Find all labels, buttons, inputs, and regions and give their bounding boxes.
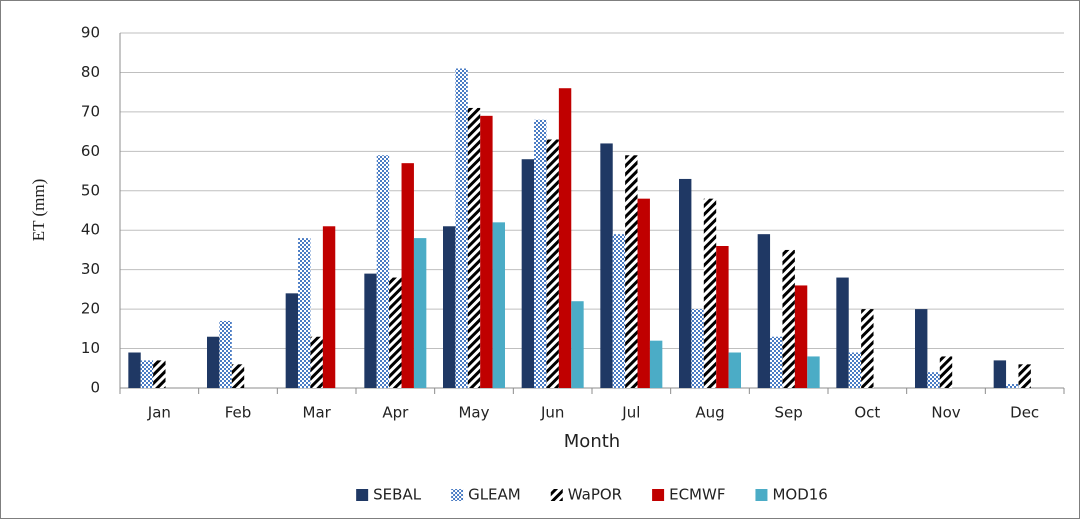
bar xyxy=(770,336,783,388)
y-tick-label: 0 xyxy=(90,379,100,397)
bar xyxy=(861,309,874,388)
x-tick-label: May xyxy=(458,404,489,422)
bar xyxy=(915,309,928,388)
x-tick-label: Feb xyxy=(225,404,252,422)
x-tick-label: Sep xyxy=(775,404,803,422)
bar xyxy=(492,222,505,388)
y-tick-label: 60 xyxy=(81,142,100,160)
legend-item: GLEAM xyxy=(451,486,521,504)
bar xyxy=(1018,364,1031,388)
bar xyxy=(219,320,232,388)
x-tick-label: Jun xyxy=(540,404,564,422)
bar xyxy=(807,356,820,388)
bar xyxy=(298,238,311,388)
bar xyxy=(691,309,704,388)
legend-swatch xyxy=(356,489,369,501)
bar xyxy=(521,159,535,388)
x-tick-label: Nov xyxy=(931,404,960,422)
bar xyxy=(558,88,572,388)
bar xyxy=(848,352,862,388)
bar xyxy=(757,234,771,388)
y-tick-label: 20 xyxy=(81,300,100,318)
bar xyxy=(231,364,245,388)
bar xyxy=(546,139,559,388)
bar xyxy=(679,178,692,388)
legend-item: SEBAL xyxy=(356,486,422,504)
bar xyxy=(389,277,402,388)
bar xyxy=(600,143,613,388)
bar xyxy=(534,119,547,389)
bar xyxy=(625,155,638,388)
legend-label: GLEAM xyxy=(468,486,521,504)
legend-item: WaPOR xyxy=(550,486,622,504)
bar xyxy=(322,226,336,388)
legend-swatch xyxy=(755,489,768,501)
bar xyxy=(480,115,493,388)
legend-swatch xyxy=(550,489,563,501)
legend-label: MOD16 xyxy=(772,486,827,504)
x-tick-label: Jul xyxy=(621,404,640,422)
bar xyxy=(993,360,1007,388)
bar xyxy=(794,285,808,388)
bar xyxy=(376,155,390,388)
bar xyxy=(207,336,220,388)
x-tick-label: Jan xyxy=(147,404,171,422)
bar xyxy=(140,360,154,388)
legend-item: MOD16 xyxy=(755,486,828,504)
bar xyxy=(153,360,166,388)
bar xyxy=(939,356,953,388)
bar xyxy=(128,352,141,388)
y-tick-label: 30 xyxy=(81,260,100,278)
bar xyxy=(782,249,795,388)
bar xyxy=(413,238,427,388)
bar xyxy=(836,277,849,388)
bar xyxy=(716,246,729,388)
x-tick-label: Aug xyxy=(695,404,724,422)
y-tick-label: 80 xyxy=(81,63,100,81)
x-tick-label: Apr xyxy=(382,404,409,422)
bar xyxy=(649,340,663,388)
bar xyxy=(728,352,741,388)
legend-label: SEBAL xyxy=(373,486,422,504)
x-tick-label: Mar xyxy=(303,404,332,422)
bar xyxy=(571,301,584,388)
bar xyxy=(285,293,299,388)
x-axis-title: Month xyxy=(564,431,620,452)
bar xyxy=(364,273,377,388)
bar xyxy=(310,336,323,388)
y-axis-title: ET (mm) xyxy=(29,179,48,241)
y-tick-label: 90 xyxy=(81,24,100,42)
bar xyxy=(637,198,650,388)
y-tick-label: 50 xyxy=(81,181,100,199)
bar xyxy=(612,234,626,388)
bar xyxy=(927,372,940,388)
bar xyxy=(443,226,456,388)
y-tick-label: 70 xyxy=(81,102,100,120)
y-tick-label: 10 xyxy=(81,339,100,357)
bar xyxy=(401,163,414,388)
legend-label: WaPOR xyxy=(568,486,622,504)
legend-label: ECMWF xyxy=(669,486,725,504)
legend-item: ECMWF xyxy=(652,486,725,504)
legend-swatch xyxy=(652,489,665,501)
bar xyxy=(455,68,468,388)
bar xyxy=(703,198,717,388)
x-tick-label: Dec xyxy=(1010,404,1039,422)
legend-swatch xyxy=(451,489,464,501)
y-tick-label: 40 xyxy=(81,221,100,239)
x-tick-label: Oct xyxy=(854,404,880,422)
bar xyxy=(1006,384,1019,388)
bar xyxy=(467,107,481,388)
